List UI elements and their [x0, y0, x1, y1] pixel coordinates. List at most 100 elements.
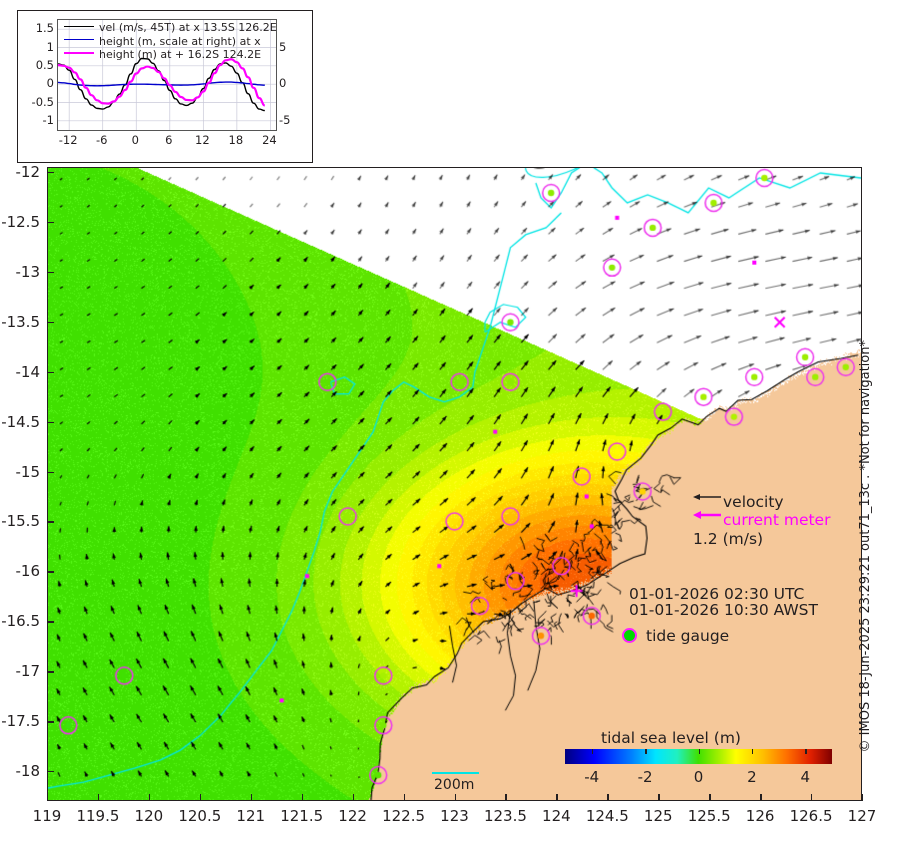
timeseries-legend: vel (m/s, 45T) at x 13.5S 126.2E height …: [64, 21, 277, 62]
x-tick-mark: [862, 794, 864, 801]
inset-ytick-right: 0: [279, 76, 287, 91]
timeseries-axes: [57, 19, 277, 131]
y-tick-label: -17.5: [1, 712, 40, 731]
y-tick-mark: [47, 471, 54, 473]
current-meter-legend-label: current meter: [723, 511, 831, 529]
y-tick-mark: [47, 221, 54, 224]
legend-entry-height-right: height (m, scale at right) at x: [64, 35, 277, 49]
y-tick-label: -12: [15, 162, 41, 181]
timestamp-local: 01-01-2026 10:30 AWST: [629, 601, 818, 619]
y-tick-mark: [47, 421, 54, 423]
inset-ytick-left: 1: [46, 39, 54, 54]
tidal-sea-level-map: [48, 168, 861, 800]
y-tick-mark: [47, 621, 54, 623]
legend-swatch-height-magenta: [64, 52, 94, 54]
x-tick-label: 122: [338, 807, 367, 825]
x-tick-mark: [556, 794, 558, 801]
legend-swatch-height-right: [64, 39, 94, 40]
x-tick-mark: [403, 794, 405, 801]
y-tick-mark: [47, 321, 54, 324]
colorbar-tick-mark: [751, 749, 754, 754]
colorbar-tick-mark: [645, 749, 647, 754]
inset-xtick: 12: [195, 133, 210, 147]
x-tick-label: 127: [847, 807, 877, 825]
inset-ytick-right: 5: [279, 39, 287, 54]
x-tick-label: 125: [643, 807, 673, 825]
inset-xtick: 24: [262, 133, 277, 147]
inset-ytick-left: 1.5: [35, 21, 54, 36]
current-meter-reference-arrow: [693, 511, 721, 519]
x-tick-label: 126: [745, 807, 775, 825]
scale-bar-label: 200m: [434, 777, 475, 793]
colorbar-tick-label: 2: [747, 768, 757, 786]
colorbar-tick-label: 4: [800, 768, 811, 786]
inset-xtick: -6: [95, 133, 108, 147]
legend-entry-velocity: vel (m/s, 45T) at x 13.5S 126.2E: [64, 21, 277, 35]
legend-label-velocity: vel (m/s, 45T) at x 13.5S 126.2E: [99, 21, 277, 34]
colorbar-tick-mark: [591, 749, 594, 754]
x-tick-label: 123: [440, 807, 469, 825]
inset-ytick-left: -0.5: [31, 94, 54, 109]
x-tick-mark: [505, 794, 507, 801]
inset-ytick-right: -5: [279, 112, 291, 127]
colorbar-tick-label: -4: [584, 768, 600, 786]
y-tick-label: -12.5: [1, 212, 40, 231]
x-tick-mark: [97, 794, 100, 801]
x-tick-label: 126.5: [789, 807, 833, 825]
x-tick-mark: [658, 794, 660, 801]
timestamp-utc: 01-01-2026 02:30 UTC: [629, 585, 805, 603]
inset-ytick-left: -1: [42, 112, 54, 127]
y-tick-mark: [47, 371, 54, 374]
y-tick-mark: [47, 721, 54, 723]
x-tick-label: 122.5: [382, 807, 426, 825]
x-tick-mark: [709, 794, 711, 801]
x-tick-label: 120.5: [178, 807, 222, 825]
scale-bar-line: [432, 772, 479, 774]
timeseries-inset-panel[interactable]: vel (m/s, 45T) at x 13.5S 126.2E height …: [17, 10, 313, 163]
y-tick-mark: [47, 271, 54, 274]
legend-swatch-velocity: [64, 25, 94, 27]
y-tick-label: -13: [15, 262, 41, 281]
y-tick-mark: [47, 521, 54, 523]
x-tick-mark: [454, 794, 456, 801]
x-tick-label: 120: [134, 807, 164, 825]
legend-entry-height-magenta: height (m) at + 16.2S 124.2E: [64, 48, 277, 62]
inset-xtick: 6: [165, 133, 173, 147]
colorbar-gradient: [565, 749, 832, 764]
inset-xtick: 0: [131, 133, 139, 147]
velocity-reference-arrow: [693, 494, 721, 500]
inset-ytick-left: 0.5: [35, 57, 54, 72]
tide-gauge-legend-label: tide gauge: [646, 627, 730, 645]
y-tick-label: -18: [15, 762, 41, 781]
y-tick-label: -13.5: [1, 312, 40, 331]
x-tick-mark: [760, 794, 762, 801]
colorbar-tick-mark: [805, 749, 807, 754]
x-tick-mark: [250, 794, 253, 801]
x-tick-label: 123.5: [483, 807, 527, 825]
colorbar-title: tidal sea level (m): [601, 729, 741, 747]
x-tick-label: 121.5: [280, 807, 324, 825]
legend-label-height-right: height (m, scale at right) at x: [99, 34, 261, 48]
inset-xtick: -12: [58, 133, 78, 147]
x-tick-mark: [352, 794, 355, 801]
y-tick-label: -15: [15, 462, 41, 481]
colorbar-tick-label: -2: [637, 768, 653, 786]
y-tick-mark: [47, 671, 54, 673]
x-tick-label: 121: [236, 807, 266, 825]
x-tick-label: 125.5: [687, 807, 731, 825]
x-tick-mark: [199, 794, 202, 801]
map-plot-area[interactable]: [47, 167, 862, 801]
x-tick-label: 119: [32, 807, 62, 825]
inset-xtick: 18: [228, 133, 244, 147]
colorbar-tick-mark: [698, 749, 700, 754]
legend-label-height-magenta: height (m) at + 16.2S 124.2E: [99, 48, 262, 61]
x-tick-mark: [301, 794, 304, 801]
x-tick-label: 124: [542, 807, 571, 825]
y-tick-label: -16: [15, 562, 41, 581]
series-line-2: [57, 58, 266, 107]
velocity-legend-label: velocity: [723, 493, 784, 511]
y-tick-mark: [47, 571, 54, 573]
colorbar-tick-label: 0: [693, 768, 704, 786]
credit-text: © IMOS 18-Jun-2025 23:29:21 out71_13c . …: [858, 340, 873, 753]
x-tick-label: 124.5: [585, 807, 629, 825]
